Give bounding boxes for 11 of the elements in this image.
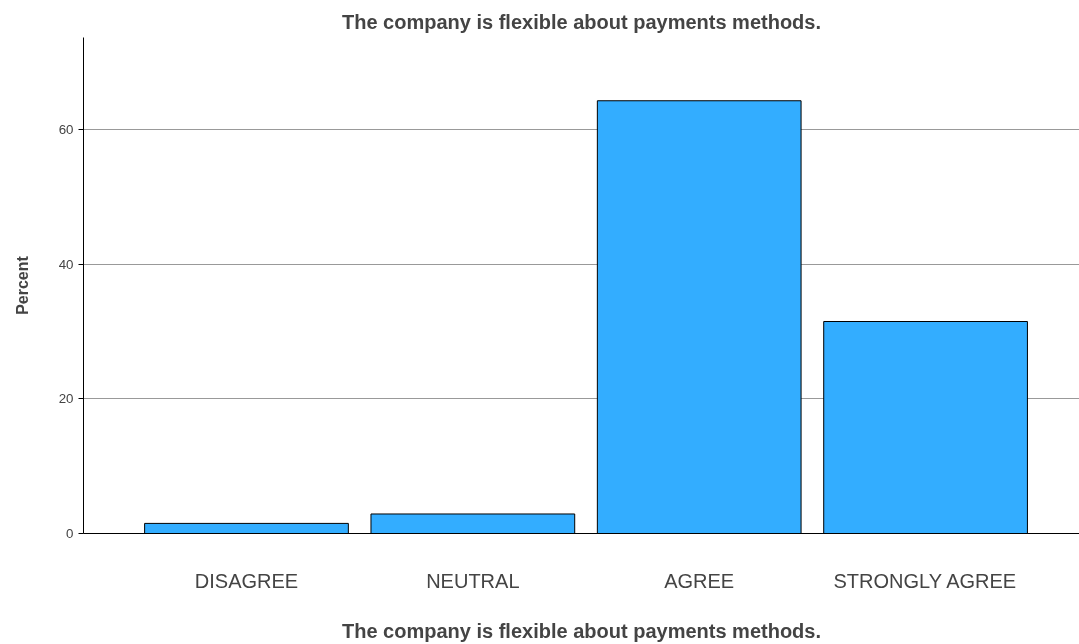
x-tick-label: DISAGREE (194, 569, 299, 592)
y-tick-label: 0 (66, 526, 74, 541)
y-tick-label: 20 (58, 391, 74, 407)
x-axis-title: The company is flexible about payments methods. (342, 619, 821, 642)
y-tick-label: 40 (58, 256, 74, 272)
y-axis-title: Percent (13, 255, 31, 315)
x-tick-label: NEUTRAL (426, 569, 520, 592)
x-tick-label: AGREE (664, 569, 735, 592)
y-tick-label: 60 (58, 122, 74, 138)
x-tick-label: STRONGLY AGREE (833, 569, 1017, 592)
chart-title: The company is flexible about payments methods. (342, 10, 821, 33)
